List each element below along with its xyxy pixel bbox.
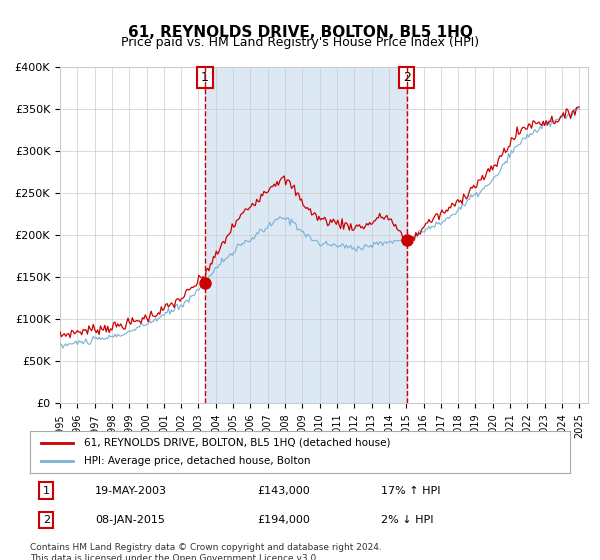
Text: 2% ↓ HPI: 2% ↓ HPI <box>381 515 433 525</box>
Text: 1: 1 <box>201 71 209 84</box>
Text: Price paid vs. HM Land Registry's House Price Index (HPI): Price paid vs. HM Land Registry's House … <box>121 36 479 49</box>
Text: 2: 2 <box>43 515 50 525</box>
Bar <box>205 67 407 403</box>
Text: HPI: Average price, detached house, Bolton: HPI: Average price, detached house, Bolt… <box>84 456 311 466</box>
Text: 08-JAN-2015: 08-JAN-2015 <box>95 515 164 525</box>
Text: 61, REYNOLDS DRIVE, BOLTON, BL5 1HQ: 61, REYNOLDS DRIVE, BOLTON, BL5 1HQ <box>128 25 472 40</box>
Text: £143,000: £143,000 <box>257 486 310 496</box>
Text: 1: 1 <box>43 486 50 496</box>
Text: Contains HM Land Registry data © Crown copyright and database right 2024.
This d: Contains HM Land Registry data © Crown c… <box>30 543 382 560</box>
Text: £194,000: £194,000 <box>257 515 310 525</box>
Text: 2: 2 <box>403 71 410 84</box>
Text: 19-MAY-2003: 19-MAY-2003 <box>95 486 167 496</box>
Text: 61, REYNOLDS DRIVE, BOLTON, BL5 1HQ (detached house): 61, REYNOLDS DRIVE, BOLTON, BL5 1HQ (det… <box>84 438 391 448</box>
Text: 17% ↑ HPI: 17% ↑ HPI <box>381 486 440 496</box>
